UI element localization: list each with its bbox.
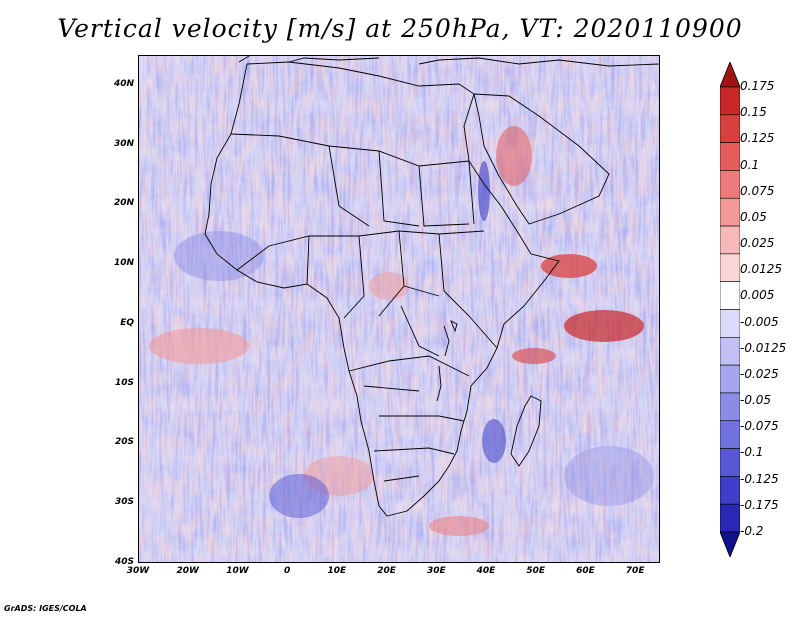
colorbar-max-arrow [720, 62, 740, 88]
lat-tick-label: 40S [114, 557, 134, 567]
lon-tick-label: 40E [476, 566, 496, 576]
colorbar-tick-label: -0.2 [740, 524, 764, 538]
lat-tick-label: 20S [114, 437, 134, 448]
lat-tick-label: 30N [113, 138, 134, 149]
lon-tick-label: 30E [426, 566, 446, 576]
chart-title: Vertical velocity [m/s] at 250hPa, VT: 2… [57, 14, 743, 43]
colorbar-bin [720, 392, 740, 422]
borders-south [348, 305, 470, 482]
borders-north [230, 133, 475, 227]
lat-tick-label: EQ [120, 317, 134, 328]
lat-tick-label: 40N [113, 78, 134, 89]
lat-tick-label: 20N [113, 198, 134, 209]
lon-tick-label: 20W [176, 566, 199, 576]
colorbar-tick-label: -0.0125 [740, 340, 787, 355]
lon-tick-label: 50E [526, 566, 546, 576]
colorbar-tick-label: 0.025 [740, 236, 775, 251]
colorbar-tick-label: 0.125 [740, 131, 775, 146]
lon-tick-label: 10E [327, 566, 347, 576]
colorbar-tick-label: 0.0125 [740, 262, 782, 277]
colorbar-bin [720, 364, 740, 394]
colorbar-tick-label: 0.175 [740, 79, 775, 93]
europe-coastline [238, 56, 659, 67]
lat-tick-label: 10S [114, 377, 134, 388]
colorbar-tick-label: 0.05 [740, 209, 767, 224]
colorbar-bin [720, 476, 740, 505]
ascent-patches [149, 126, 644, 536]
lon-tick-label: 60E [576, 566, 595, 576]
field-streaks [139, 56, 659, 562]
colorbar-min-arrow [720, 531, 740, 557]
colorbar-tick-label: -0.05 [740, 393, 772, 408]
colorbar-bin [720, 281, 740, 310]
lon-tick-label: 10W [226, 566, 249, 576]
lon-tick-label: 20E [377, 566, 396, 576]
colorbar-tick-label: -0.005 [740, 314, 779, 329]
colorbar-tick-label: -0.075 [740, 419, 779, 434]
colorbar-bin [720, 503, 740, 533]
colorbar-tick-label: -0.175 [740, 497, 779, 512]
colorbar-bin [720, 86, 740, 116]
grads-credit: GrADS: IGES/COLA [4, 604, 87, 613]
colorbar-bin [720, 420, 740, 449]
colorbar-bin [720, 114, 740, 143]
lat-tick-label: 10N [113, 258, 134, 269]
colorbar-tick-label: 0.005 [740, 288, 775, 303]
colorbar-bin [720, 337, 740, 366]
colorbar-bin [720, 309, 740, 338]
colorbar-bin [720, 170, 740, 199]
colorbar-tick-label: 0.15 [740, 105, 767, 120]
colorbar-tick-label: -0.1 [740, 445, 764, 460]
lon-tick-label: 70E [625, 566, 645, 576]
colorbar-bin [720, 448, 740, 477]
coastlines-and-borders [204, 56, 659, 517]
lon-tick-label: 30W [126, 566, 150, 576]
colorbar-tick-label: -0.025 [740, 366, 779, 381]
madagascar-coastline [510, 395, 542, 467]
colorbar-tick-label: 0.075 [740, 183, 775, 198]
arabian-peninsula-coastline [473, 93, 610, 225]
colorbar-tick-label: -0.125 [740, 471, 779, 486]
colorbar-bin [720, 253, 740, 282]
colorbar-bin [720, 142, 740, 171]
lon-tick-label: 0 [284, 566, 291, 576]
colorbar-tick-label: 0.1 [740, 157, 760, 172]
great-lakes [436, 320, 458, 402]
colorbar-bin [720, 197, 740, 227]
borders-central [236, 230, 498, 349]
lat-tick-label: 30S [114, 497, 134, 508]
map-plot-area[interactable] [138, 55, 660, 563]
colorbar [720, 62, 740, 557]
vertical-velocity-field [139, 56, 659, 562]
colorbar-bin [720, 225, 740, 255]
